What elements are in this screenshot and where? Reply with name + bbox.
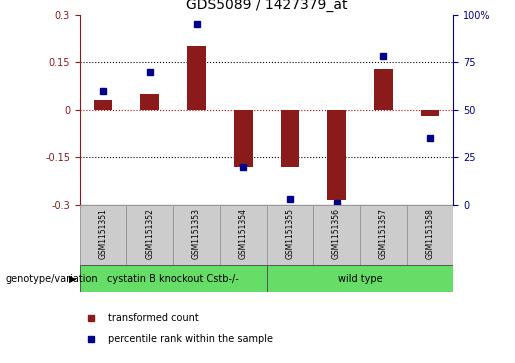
Bar	[220, 205, 267, 265]
Bar	[173, 205, 220, 265]
Text: GSM1151355: GSM1151355	[285, 208, 295, 259]
Text: GSM1151354: GSM1151354	[238, 208, 248, 259]
Text: GSM1151358: GSM1151358	[425, 208, 434, 259]
Text: GSM1151351: GSM1151351	[99, 208, 108, 259]
Text: ▶: ▶	[68, 274, 76, 284]
Text: wild type: wild type	[337, 274, 382, 284]
Title: GDS5089 / 1427379_at: GDS5089 / 1427379_at	[186, 0, 347, 12]
Bar	[267, 265, 453, 292]
Text: GSM1151353: GSM1151353	[192, 208, 201, 259]
Bar	[141, 94, 159, 110]
Bar	[406, 205, 453, 265]
Bar	[80, 205, 127, 265]
Bar	[313, 205, 360, 265]
Bar	[267, 205, 313, 265]
Bar	[327, 110, 346, 200]
Bar	[127, 205, 173, 265]
Bar	[187, 46, 206, 110]
Bar	[80, 265, 267, 292]
Bar	[234, 110, 252, 167]
Text: transformed count: transformed count	[108, 313, 199, 323]
Bar	[374, 69, 392, 110]
Text: GSM1151356: GSM1151356	[332, 208, 341, 259]
Bar	[281, 110, 299, 167]
Bar	[421, 110, 439, 116]
Text: cystatin B knockout Cstb-/-: cystatin B knockout Cstb-/-	[107, 274, 239, 284]
Bar	[360, 205, 406, 265]
Bar	[94, 100, 112, 110]
Text: GSM1151352: GSM1151352	[145, 208, 154, 259]
Text: percentile rank within the sample: percentile rank within the sample	[108, 334, 273, 344]
Text: GSM1151357: GSM1151357	[379, 208, 388, 259]
Text: genotype/variation: genotype/variation	[5, 274, 98, 284]
